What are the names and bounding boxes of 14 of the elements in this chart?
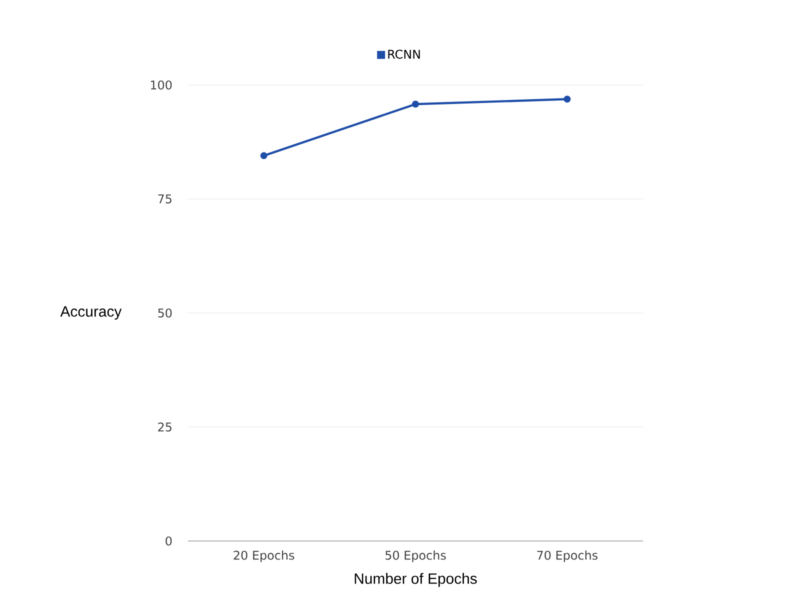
y-tick-label: 75 (158, 194, 172, 204)
y-tick-label: 25 (158, 422, 172, 432)
point (412, 100, 419, 108)
point (564, 96, 571, 103)
x-tick-label: 50 Epochs (386, 550, 446, 562)
y-axis-title: Accuracy (60, 306, 122, 320)
point (260, 152, 268, 160)
legend-label: RCNN (388, 50, 420, 59)
y-tick-label: 50 (158, 308, 172, 318)
x-tick-label: 20 Epochs (234, 550, 294, 562)
x-tick-label: 70 Epochs (537, 550, 598, 562)
y-tick-label: 0 (166, 536, 172, 546)
y-tick-label: 100 (150, 80, 172, 90)
x-axis-title: Number of Epochs (354, 572, 477, 587)
